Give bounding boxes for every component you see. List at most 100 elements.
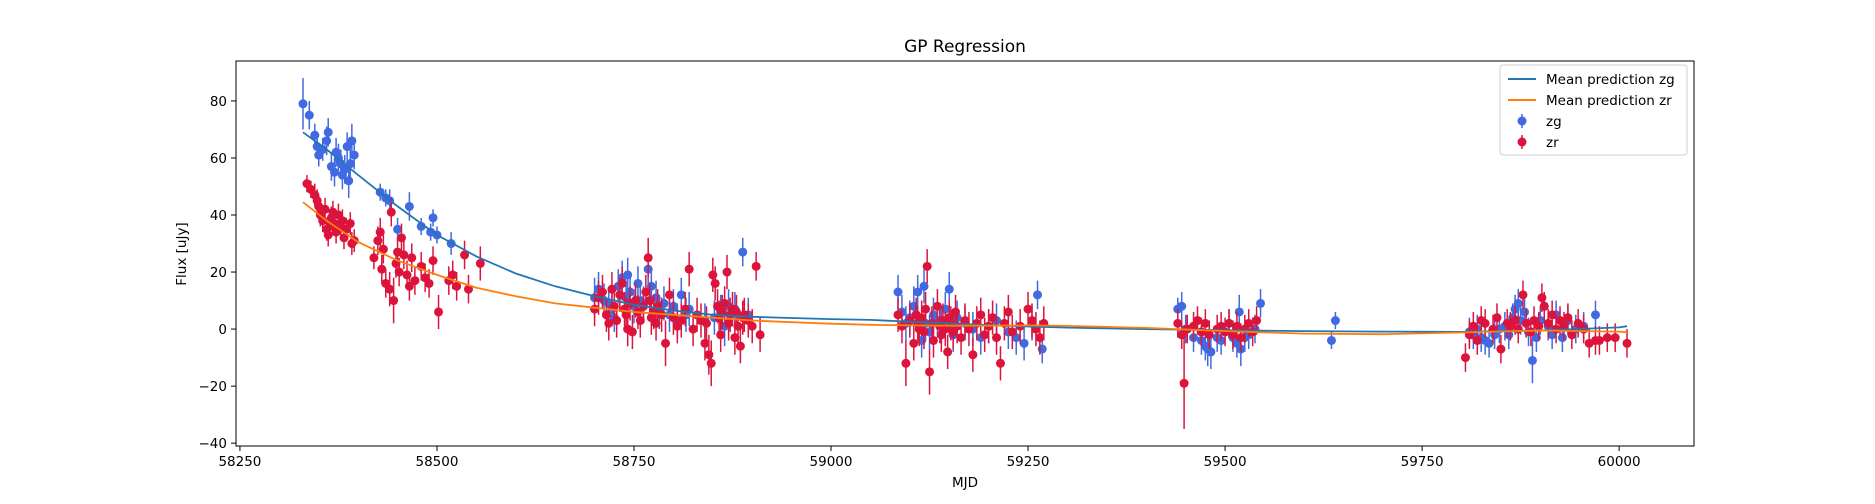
- y-tick-label: 40: [210, 208, 227, 224]
- point-zr: [956, 333, 966, 343]
- point-zr: [901, 358, 911, 368]
- point-zr: [1179, 378, 1189, 388]
- point-zr: [1547, 310, 1557, 320]
- point-zr: [919, 327, 929, 337]
- point-zr: [627, 327, 637, 337]
- point-zr: [720, 298, 730, 308]
- point-zr: [676, 316, 686, 326]
- point-zr: [645, 296, 655, 306]
- point-zr: [917, 313, 927, 323]
- point-zg: [323, 127, 333, 137]
- point-zr: [1252, 316, 1262, 326]
- point-zr: [410, 276, 420, 286]
- point-zr: [1594, 335, 1604, 345]
- point-zr: [751, 261, 761, 271]
- point-zr: [1007, 327, 1017, 337]
- point-zr: [964, 324, 974, 334]
- point-zr: [943, 347, 953, 357]
- point-zr: [661, 338, 671, 348]
- point-zr: [995, 358, 1005, 368]
- point-zr: [1573, 318, 1583, 328]
- point-zr: [597, 287, 607, 297]
- point-zr: [1539, 301, 1549, 311]
- point-zr: [706, 358, 716, 368]
- point-zr: [708, 270, 718, 280]
- point-zg: [428, 213, 438, 223]
- point-zr: [1510, 316, 1520, 326]
- legend-label: zg: [1546, 114, 1562, 130]
- y-tick-label: −20: [199, 379, 228, 395]
- point-zr: [1200, 318, 1210, 328]
- point-zr: [704, 350, 714, 360]
- point-zg: [298, 99, 308, 109]
- x-tick-label: 59750: [1401, 454, 1444, 470]
- point-zg: [909, 301, 919, 311]
- legend-entry-zr: zr: [1517, 135, 1559, 151]
- point-zr: [1196, 327, 1206, 337]
- point-zr: [922, 261, 932, 271]
- point-zg: [1037, 344, 1047, 354]
- point-zr: [612, 316, 622, 326]
- point-zr: [1460, 353, 1470, 363]
- point-zr: [940, 324, 950, 334]
- point-zr: [716, 330, 726, 340]
- point-zg: [917, 335, 927, 345]
- point-zr: [976, 310, 986, 320]
- point-zg: [623, 270, 633, 280]
- point-zr: [960, 316, 970, 326]
- point-zg: [404, 201, 414, 211]
- point-zr: [688, 324, 698, 334]
- point-zr: [992, 333, 1002, 343]
- line-mean-prediction-zg: [302, 131, 1628, 333]
- x-axis-label: MJD: [952, 475, 978, 491]
- point-zr: [407, 253, 417, 263]
- point-zr: [1224, 318, 1234, 328]
- x-tick-label: 60000: [1598, 454, 1641, 470]
- point-zr: [386, 207, 396, 217]
- point-zg: [913, 287, 923, 297]
- point-zg: [1513, 298, 1523, 308]
- legend: Mean prediction zg Mean prediction zr zg zr: [1499, 64, 1688, 156]
- point-zr: [475, 258, 485, 268]
- point-zr: [1023, 304, 1033, 314]
- series-zr: [302, 175, 1632, 429]
- point-zr: [377, 264, 387, 274]
- point-zg: [1177, 301, 1187, 311]
- point-zg: [344, 176, 354, 186]
- point-zr: [635, 316, 645, 326]
- plot-area: [235, 60, 1695, 447]
- point-zr: [428, 256, 438, 266]
- legend-point-marker: [1517, 116, 1527, 126]
- legend-entry-mean-prediction-zr: Mean prediction zr: [1508, 93, 1672, 109]
- point-zg: [1527, 355, 1537, 365]
- chart-title: GP Regression: [904, 37, 1026, 57]
- point-zr: [641, 287, 651, 297]
- point-zg: [1019, 338, 1029, 348]
- point-zr: [323, 230, 333, 240]
- point-zr: [747, 321, 757, 331]
- point-zr: [700, 338, 710, 348]
- point-zr: [1173, 318, 1183, 328]
- point-zr: [1228, 330, 1238, 340]
- point-zr: [925, 367, 935, 377]
- point-zr: [590, 304, 600, 314]
- point-zr: [617, 278, 627, 288]
- point-zr: [1513, 324, 1523, 334]
- point-zr: [320, 204, 330, 214]
- point-zr: [394, 267, 404, 277]
- point-zr: [1192, 316, 1202, 326]
- x-tick-label: 58500: [415, 454, 458, 470]
- point-zr: [448, 270, 458, 280]
- point-zr: [1610, 333, 1620, 343]
- point-zr: [463, 284, 473, 294]
- point-zr: [424, 278, 434, 288]
- point-zr: [1526, 327, 1536, 337]
- point-zr: [664, 290, 674, 300]
- point-zg: [304, 110, 314, 120]
- point-zg: [1484, 338, 1494, 348]
- point-zr: [730, 333, 740, 343]
- point-zr: [369, 253, 379, 263]
- point-zr: [980, 330, 990, 340]
- point-zg: [393, 224, 403, 234]
